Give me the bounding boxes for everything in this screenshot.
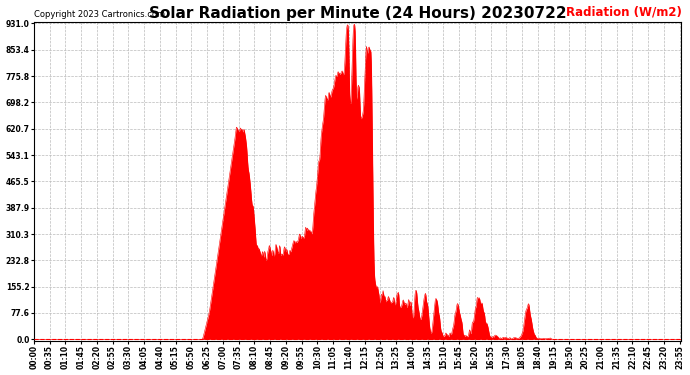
- Title: Solar Radiation per Minute (24 Hours) 20230722: Solar Radiation per Minute (24 Hours) 20…: [149, 6, 566, 21]
- Text: Radiation (W/m2): Radiation (W/m2): [566, 6, 682, 18]
- Text: Copyright 2023 Cartronics.com: Copyright 2023 Cartronics.com: [34, 9, 165, 18]
